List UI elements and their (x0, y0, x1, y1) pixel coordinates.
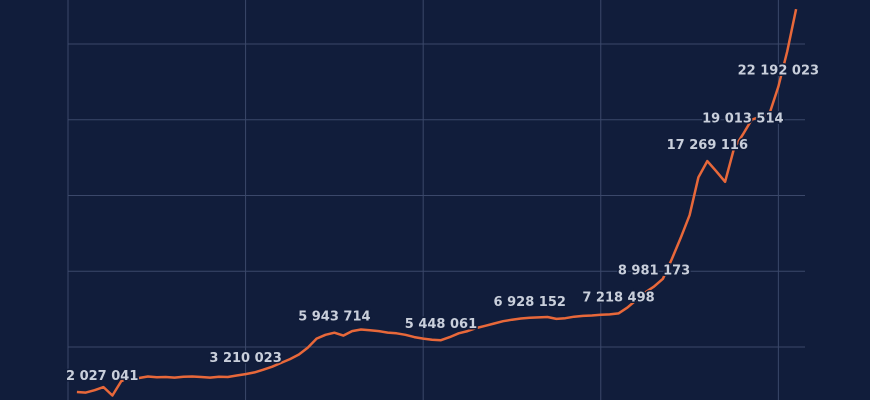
value-label: 2 027 041 (66, 369, 138, 384)
value-label: 3 210 023 (209, 351, 281, 366)
value-label: 17 269 116 (667, 138, 748, 153)
series-line (76, 8, 798, 397)
value-label: 8 981 173 (618, 264, 690, 279)
value-label: 22 192 023 (738, 63, 819, 78)
value-label: 5 943 714 (298, 310, 370, 325)
value-label: 19 013 514 (702, 112, 783, 127)
value-label: 5 448 061 (405, 317, 477, 332)
value-label: 7 218 498 (582, 290, 654, 305)
value-label: 6 928 152 (494, 295, 566, 310)
